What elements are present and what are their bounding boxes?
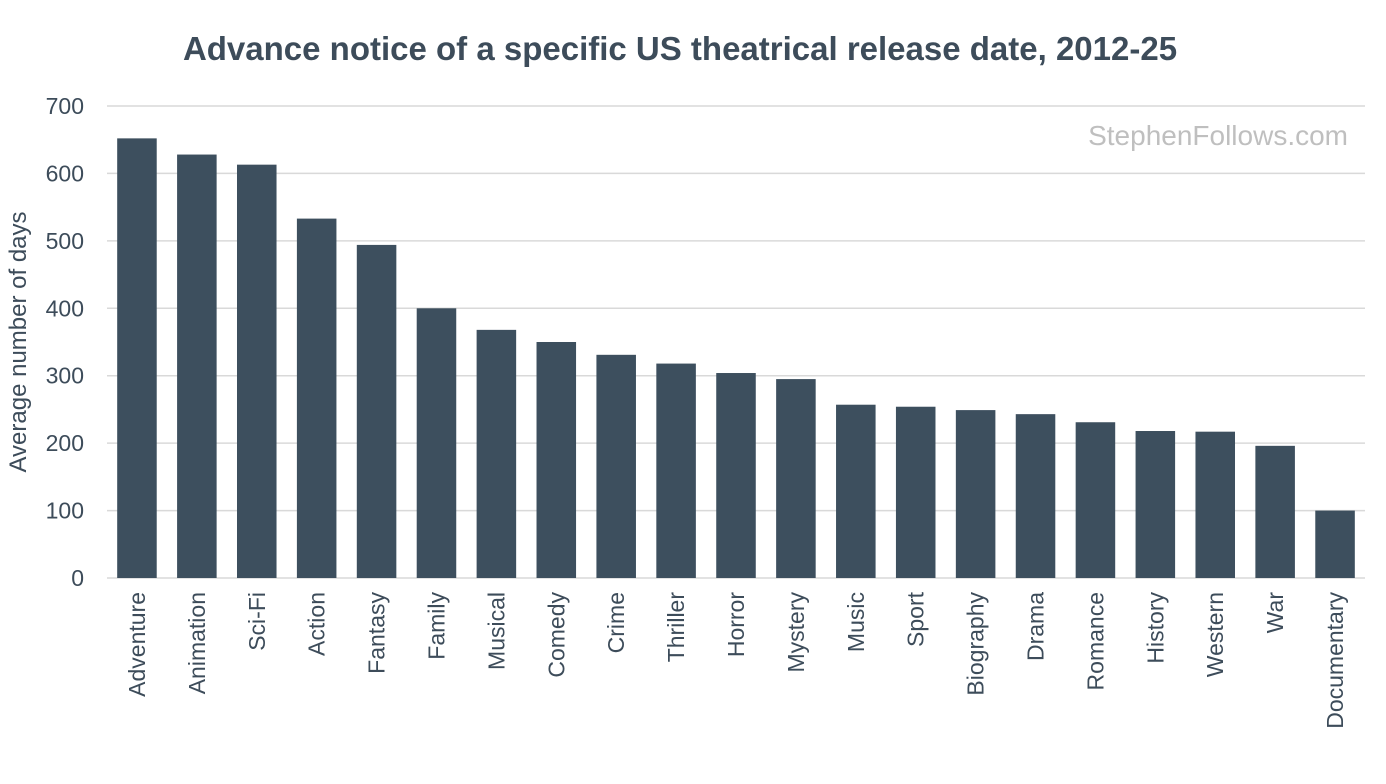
y-tick-label: 500 — [46, 228, 84, 254]
y-tick-label: 700 — [46, 93, 84, 119]
bar-drama — [1015, 414, 1056, 578]
x-tick-label: Sci-Fi — [244, 592, 270, 651]
bar-comedy — [536, 342, 577, 578]
x-tick-label: Comedy — [543, 592, 569, 678]
x-tick-label: Western — [1202, 592, 1228, 677]
bar-animation — [177, 154, 217, 578]
bar-documentary — [1315, 510, 1355, 578]
bar-adventure — [117, 138, 157, 578]
x-tick-label: History — [1142, 592, 1168, 664]
x-tick-label: Horror — [723, 592, 749, 658]
x-tick-label: Crime — [603, 592, 629, 653]
y-axis-label: Average number of days — [5, 211, 32, 472]
x-axis-ticks: Adventure Animation Sci-Fi Action Fantasy Fam… — [124, 591, 1348, 728]
y-tick-label: 300 — [46, 363, 84, 389]
watermark: StephenFollows.com — [1088, 120, 1348, 151]
bar-action — [296, 218, 337, 578]
x-tick-label: Drama — [1023, 592, 1049, 661]
bar-romance — [1075, 422, 1116, 578]
x-tick-label: Musical — [483, 592, 509, 670]
bar-mystery — [776, 379, 816, 578]
bar-sci-fi — [236, 164, 277, 579]
x-tick-label: Romance — [1082, 592, 1108, 690]
y-tick-label: 200 — [46, 430, 84, 456]
x-tick-label: Adventure — [124, 592, 150, 697]
bar-horror — [716, 373, 756, 578]
x-tick-label: Biography — [963, 592, 989, 696]
x-tick-label: Fantasy — [364, 592, 390, 674]
bar-crime — [596, 354, 636, 578]
y-tick-label: 600 — [46, 160, 84, 186]
bar-history — [1135, 431, 1176, 578]
chart-title: Advance notice of a specific US theatric… — [183, 30, 1177, 67]
x-tick-label: Family — [423, 592, 449, 660]
bar-fantasy — [356, 244, 397, 578]
bar-thriller — [656, 363, 696, 578]
y-axis-ticks: 0 100 200 300 400 500 600 700 — [46, 93, 84, 591]
y-tick-label: 100 — [46, 498, 84, 524]
x-tick-label: Sport — [903, 591, 929, 647]
bar-biography — [955, 410, 996, 578]
x-tick-label: Animation — [184, 592, 210, 694]
x-tick-label: Thriller — [663, 592, 689, 663]
bar-war — [1255, 445, 1295, 578]
x-tick-label: Music — [843, 592, 869, 652]
x-tick-label: War — [1262, 592, 1288, 634]
bar-musical — [476, 329, 517, 578]
bar-sport — [895, 406, 936, 578]
y-tick-label: 0 — [71, 565, 84, 591]
x-tick-label: Action — [304, 592, 330, 656]
y-tick-label: 400 — [46, 295, 84, 321]
bars — [117, 138, 1355, 579]
bar-music — [836, 404, 876, 578]
bar-western — [1195, 431, 1236, 578]
bar-family — [416, 308, 457, 578]
x-tick-label: Documentary — [1322, 592, 1348, 729]
x-tick-label: Mystery — [783, 592, 809, 673]
